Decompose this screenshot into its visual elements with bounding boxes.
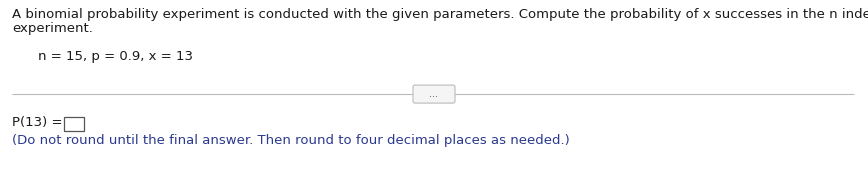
Text: P(13) =: P(13) = <box>12 116 62 129</box>
Text: ...: ... <box>430 89 438 99</box>
Text: n = 15, p = 0.9, x = 13: n = 15, p = 0.9, x = 13 <box>38 50 193 63</box>
Bar <box>64 117 84 131</box>
Text: A binomial probability experiment is conducted with the given parameters. Comput: A binomial probability experiment is con… <box>12 8 868 21</box>
Text: (Do not round until the final answer. Then round to four decimal places as neede: (Do not round until the final answer. Th… <box>12 134 569 147</box>
FancyBboxPatch shape <box>413 85 455 103</box>
Text: experiment.: experiment. <box>12 22 93 35</box>
